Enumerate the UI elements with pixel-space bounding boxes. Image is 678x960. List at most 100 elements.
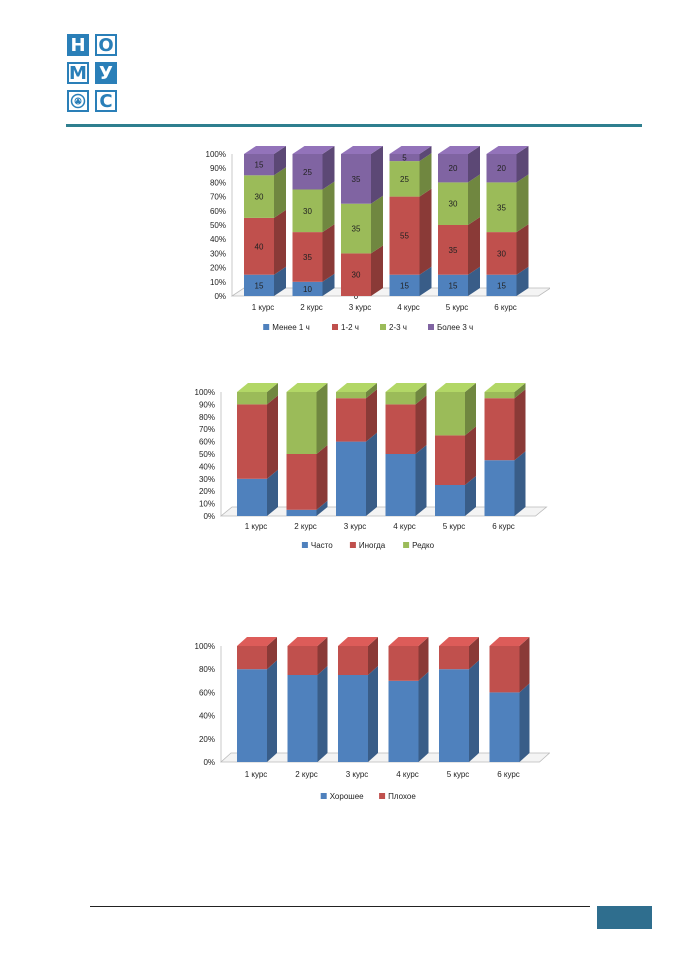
bar-segment <box>237 660 277 762</box>
bar-front <box>385 404 416 454</box>
bar-front <box>435 485 465 516</box>
bar-segment <box>292 273 335 296</box>
bar-side <box>267 469 278 516</box>
bar-front <box>338 646 368 675</box>
bar-side <box>415 445 427 516</box>
category-label: 6 курс <box>494 303 517 312</box>
bar-front <box>341 253 371 296</box>
category-label: 3 курс <box>349 303 372 312</box>
y-tick-label: 100% <box>195 642 215 651</box>
bar-segment <box>389 188 432 275</box>
bar-side <box>415 395 427 454</box>
bar-side <box>469 637 479 670</box>
data-label: 20 <box>449 164 458 173</box>
bar-side <box>468 174 480 225</box>
bar-segment <box>336 383 377 399</box>
data-label: 10 <box>303 285 312 294</box>
y-tick-label: 80% <box>199 413 215 422</box>
bar-front <box>438 182 468 225</box>
data-label: 30 <box>255 193 264 202</box>
chart-quality: 0% 20% 40% 60% 80% 100% 1 курс 2 курс 3 курс 4 ку… <box>195 637 550 801</box>
bar-side <box>516 224 529 275</box>
bar-front <box>286 454 317 510</box>
data-label: 15 <box>449 281 458 290</box>
bar-side <box>322 273 335 296</box>
y-tick-label: 60% <box>199 688 215 697</box>
bar-side <box>418 637 429 681</box>
y-tick-label: 70% <box>210 193 226 202</box>
bar-top <box>438 146 480 154</box>
data-label: 5 <box>402 154 407 163</box>
bar-top <box>237 637 277 646</box>
chart-1-container: 0% 10% 20% 30% 40% 50% 60% 70% 80% 90% 100% 15 40 30 1… <box>190 140 550 345</box>
bar-top <box>237 383 278 392</box>
y-tick-label: 20% <box>199 487 215 496</box>
bar-front <box>484 392 515 399</box>
bar-front <box>389 196 420 275</box>
bar-top <box>439 637 479 646</box>
bar-front <box>489 692 520 762</box>
bar-front <box>237 404 267 479</box>
bar-side <box>267 383 278 405</box>
bar-front <box>292 154 323 190</box>
bar-side <box>514 389 526 461</box>
bar-segment <box>287 637 328 675</box>
legend-swatch <box>379 793 386 799</box>
bar-side <box>514 451 526 516</box>
legend-label: Более 3 ч <box>437 323 473 332</box>
category-label: 4 курс <box>393 522 416 531</box>
y-tick-label: 40% <box>199 712 215 721</box>
bar-side <box>516 146 529 183</box>
bar-segment <box>338 666 378 762</box>
bar-front <box>244 274 274 296</box>
data-label: 30 <box>303 207 312 216</box>
data-label: 15 <box>255 161 264 170</box>
bar-front <box>338 675 368 762</box>
bar-front <box>244 217 274 275</box>
category-label: 5 курс <box>447 770 470 779</box>
y-tick-label: 90% <box>210 164 226 173</box>
bar-front <box>385 392 416 405</box>
data-label: 25 <box>303 168 312 177</box>
category-label: 4 курс <box>396 770 419 779</box>
y-tick-label: 10% <box>199 500 215 509</box>
bar-front <box>389 161 420 197</box>
category-label: 5 курс <box>446 303 469 312</box>
y-tick-label: 0% <box>203 512 215 521</box>
data-label: 35 <box>497 203 506 212</box>
bar-segment <box>438 217 480 275</box>
legend-label: Часто <box>311 541 333 550</box>
bar-front <box>385 454 416 516</box>
bar-top <box>286 383 328 392</box>
bar-side <box>465 383 476 436</box>
bar-side <box>419 188 432 275</box>
bar-side <box>419 266 432 296</box>
bar-front <box>341 154 371 204</box>
nomus-logo: Н О М У С <box>67 34 117 118</box>
bar-side <box>418 671 429 762</box>
legend-label: Менее 1 ч <box>272 323 310 332</box>
legend-label: 1-2 ч <box>341 323 359 332</box>
category-label: 6 курс <box>497 770 520 779</box>
logo-letter: С <box>95 90 117 112</box>
bar-top <box>484 383 526 392</box>
y-tick-label: 60% <box>210 207 226 216</box>
data-label: 30 <box>497 249 506 258</box>
bar-front <box>439 669 469 762</box>
bar-side <box>274 146 286 176</box>
footer-divider <box>90 906 590 907</box>
bar-front <box>389 154 420 162</box>
bar-side <box>274 167 286 218</box>
bar-top <box>489 637 530 646</box>
bar-side <box>419 146 432 162</box>
legend-label: Плохое <box>388 792 416 801</box>
bar-segment <box>486 174 529 233</box>
data-label: 25 <box>400 175 409 184</box>
bar-segment <box>438 174 480 225</box>
bar-side <box>317 666 328 762</box>
bar-front <box>237 478 267 516</box>
logo-letter: О <box>95 34 117 56</box>
bar-side <box>469 660 479 762</box>
bar-front <box>336 398 366 442</box>
bar-side <box>371 195 383 254</box>
